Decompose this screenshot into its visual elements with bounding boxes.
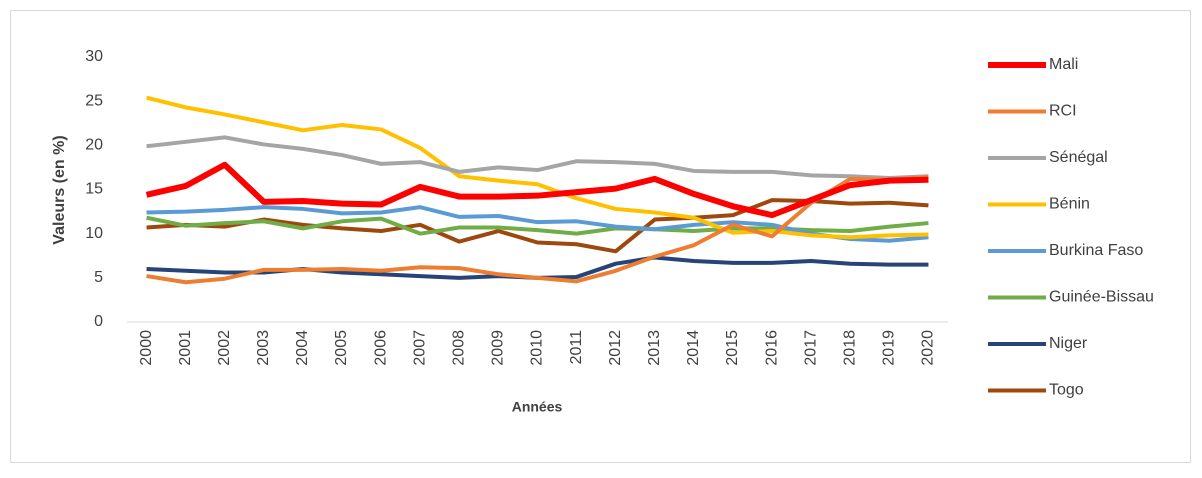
chart-border [10, 10, 1191, 463]
legend-label: Sénégal [1049, 149, 1108, 166]
x-tick-label: 2016 [763, 330, 780, 366]
y-tick-label: 15 [85, 181, 103, 198]
x-tick-label: 2001 [177, 330, 194, 366]
y-tick-label: 25 [85, 92, 103, 109]
y-tick-label: 5 [94, 269, 103, 286]
series-line [145, 161, 929, 219]
y-tick-label: 0 [94, 313, 103, 330]
x-tick-label: 2004 [294, 330, 311, 366]
y-tick-label: 10 [85, 225, 103, 242]
x-tick-label: 2010 [529, 330, 546, 366]
legend-label: Mali [1049, 56, 1078, 73]
x-tick-label: 2020 [920, 330, 937, 366]
x-tick-label: 2002 [216, 330, 233, 366]
y-axis-label: Valeurs (en %) [51, 135, 68, 244]
x-tick-label: 2006 [372, 330, 389, 366]
x-tick-label: 2019 [881, 330, 898, 366]
y-tick-label: 30 [85, 48, 103, 65]
series-line [146, 95, 929, 240]
x-tick-label: 2000 [138, 330, 155, 366]
x-tick-label: 2013 [646, 330, 663, 366]
x-tick-label: 2005 [333, 330, 350, 366]
series-line [146, 175, 929, 285]
x-tick-label: 2018 [841, 330, 858, 366]
legend-label: RCI [1049, 103, 1077, 120]
x-tick-label: 2011 [568, 330, 585, 365]
legend-label: Togo [1049, 382, 1084, 399]
y-tick-label: 20 [85, 137, 103, 154]
legend-label: Niger [1049, 335, 1088, 352]
series-line [146, 198, 929, 254]
x-tick-label: 2007 [411, 330, 428, 366]
x-tick-label: 2017 [802, 330, 819, 366]
x-tick-label: 2012 [607, 330, 624, 366]
legend-label: Guinée-Bissau [1049, 289, 1154, 306]
series-line [146, 135, 929, 181]
x-tick-label: 2003 [255, 330, 272, 366]
x-tick-label: 2009 [490, 330, 507, 366]
legend-label: Burkina Faso [1049, 242, 1143, 259]
x-tick-label: 2015 [724, 330, 741, 366]
x-tick-label: 2008 [451, 330, 468, 366]
x-tick-label: 2014 [685, 330, 702, 366]
x-axis-label: Années [512, 399, 563, 415]
legend-label: Bénin [1049, 196, 1090, 213]
series-line [146, 205, 929, 243]
